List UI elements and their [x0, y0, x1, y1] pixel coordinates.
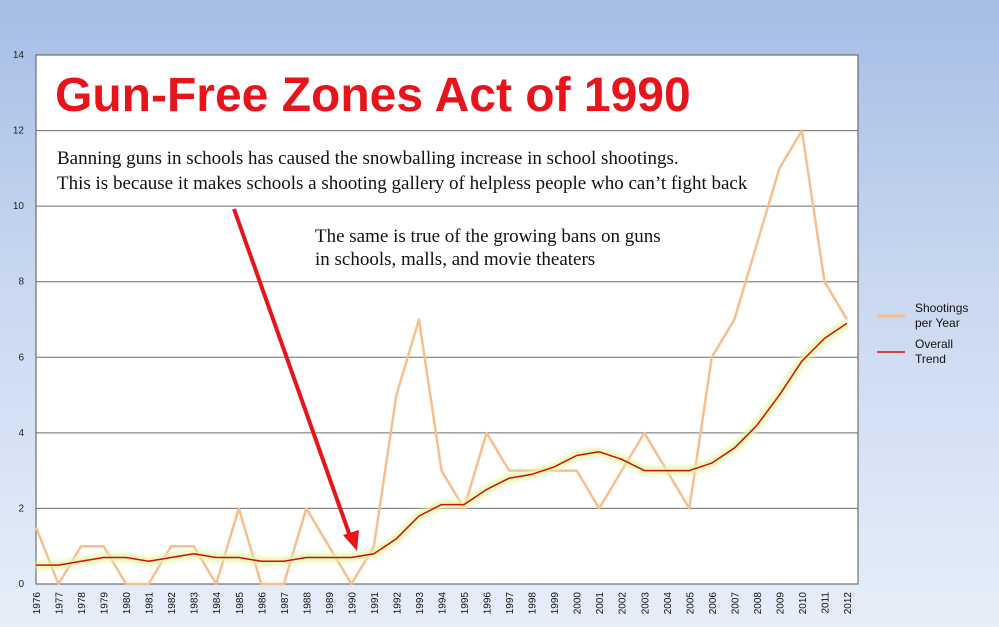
x-tick-label-1990: 1990: [347, 592, 358, 615]
x-tick-label-2011: 2011: [820, 592, 831, 614]
x-tick-label-1986: 1986: [257, 592, 268, 615]
series-lines: [34, 129, 850, 586]
grid-lines: [36, 130, 858, 509]
x-axis-ticks: 1976 1977 1978 1979 1980 1981 1982 1983 1984 1985…: [32, 592, 854, 615]
x-tick-label-1981: 1981: [145, 592, 156, 615]
series-line-shootings-per-year: [34, 129, 849, 586]
y-tick-label-4: 4: [18, 428, 24, 439]
y-tick-label-14: 14: [13, 50, 25, 61]
x-tick-label-2009: 2009: [775, 592, 786, 615]
series-line-overall-trend: [36, 322, 848, 566]
x-tick-label-1997: 1997: [505, 592, 516, 615]
x-tick-label-1976: 1976: [32, 592, 43, 615]
plot-area: [35, 54, 859, 585]
x-tick-label-1993: 1993: [415, 592, 426, 615]
x-tick-label-1994: 1994: [438, 592, 449, 615]
x-tick-label-1999: 1999: [550, 592, 561, 615]
chart-title: Gun-Free Zones Act of 1990: [55, 69, 691, 122]
x-tick-label-2005: 2005: [685, 592, 696, 615]
arrow-head: [343, 530, 359, 551]
annotation-line-2: This is because it makes schools a shoot…: [57, 173, 748, 194]
y-tick-label-12: 12: [13, 126, 25, 137]
x-tick-label-1984: 1984: [212, 592, 223, 615]
x-tick-label-1989: 1989: [325, 592, 336, 615]
x-tick-label-2004: 2004: [663, 592, 674, 615]
legend-label-shootings-line-2: per Year: [915, 316, 960, 330]
x-tick-label-2001: 2001: [595, 592, 606, 615]
x-tick-label-1992: 1992: [392, 592, 403, 615]
y-tick-label-2: 2: [18, 503, 24, 514]
y-tick-label-6: 6: [18, 352, 24, 363]
arrow-shaft: [232, 208, 352, 537]
annotation-line-3: The same is true of the growing bans on …: [315, 226, 661, 247]
x-tick-label-1988: 1988: [302, 592, 313, 615]
y-tick-label-10: 10: [13, 201, 25, 212]
legend-label-trend-line-1: Overall: [915, 337, 953, 351]
legend-label-trend-line-2: Trend: [915, 352, 946, 366]
arrow-to-1990: [232, 208, 359, 551]
x-tick-label-2008: 2008: [753, 592, 764, 615]
x-tick-label-1983: 1983: [190, 592, 201, 615]
y-tick-label-0: 0: [18, 579, 24, 590]
x-tick-label-2000: 2000: [573, 592, 584, 615]
x-tick-label-2002: 2002: [618, 592, 629, 615]
x-tick-label-2012: 2012: [843, 592, 854, 615]
x-tick-label-2006: 2006: [708, 592, 719, 615]
x-tick-label-1991: 1991: [370, 592, 381, 615]
x-tick-label-1998: 1998: [528, 592, 539, 615]
x-tick-label-1979: 1979: [100, 592, 111, 615]
x-tick-label-1980: 1980: [122, 592, 133, 615]
legend-label-shootings-line-1: Shootings: [915, 301, 968, 315]
x-tick-label-2003: 2003: [640, 592, 651, 615]
x-tick-label-2010: 2010: [798, 592, 809, 615]
x-tick-label-1996: 1996: [483, 592, 494, 615]
legend: Shootings per Year Overall Trend: [877, 301, 968, 366]
y-axis-ticks: 0 2 4 6 8 10 12 14: [13, 50, 25, 590]
x-tick-label-1995: 1995: [460, 592, 471, 615]
x-tick-label-1982: 1982: [167, 592, 178, 615]
annotation-line-1: Banning guns in schools has caused the s…: [57, 148, 679, 169]
x-tick-label-1987: 1987: [280, 592, 291, 615]
y-tick-label-8: 8: [18, 277, 24, 288]
annotation-line-4: in schools, malls, and movie theaters: [315, 249, 595, 270]
x-tick-label-1977: 1977: [55, 592, 66, 615]
x-tick-label-2007: 2007: [730, 592, 741, 615]
x-tick-label-1978: 1978: [77, 592, 88, 615]
x-tick-label-1985: 1985: [235, 592, 246, 615]
